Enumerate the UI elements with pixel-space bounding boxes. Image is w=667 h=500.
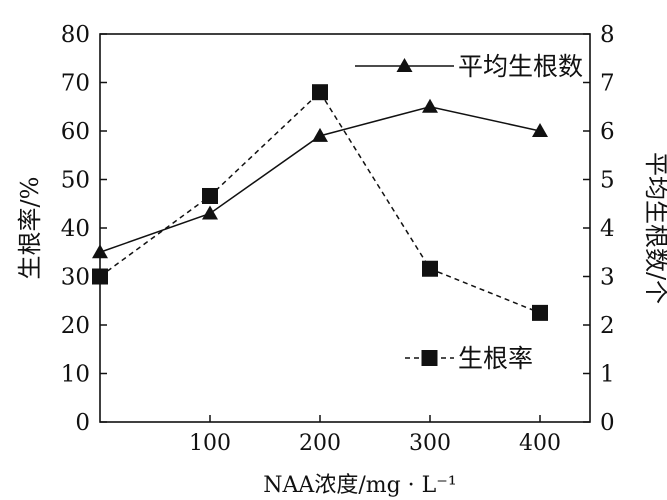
y-tick-label-left: 80: [61, 22, 90, 48]
data-point-square: [312, 84, 328, 101]
y-axis-label-right: 平均生根数/个: [642, 152, 667, 304]
y-tick-label-left: 30: [61, 265, 90, 291]
data-point-square: [422, 260, 438, 277]
y-tick-label-left: 20: [61, 313, 90, 339]
y-tick-label-right: 1: [600, 362, 615, 388]
series-avg-root-count: [92, 98, 548, 259]
data-point-triangle: [422, 98, 438, 113]
y-tick-label-left: 70: [61, 71, 90, 97]
y-axis-label-left: 生根率/%: [16, 177, 44, 280]
series-line: [99, 91, 541, 314]
y-tick-label-right: 8: [600, 22, 615, 48]
legend-label: 平均生根数: [458, 52, 583, 81]
legend-square-icon: [421, 350, 438, 366]
y-tick-label-right: 0: [600, 410, 615, 436]
legend-item: 平均生根数: [355, 52, 583, 81]
data-point-square: [202, 187, 218, 204]
legend-item: 生根率: [405, 344, 533, 373]
data-point-triangle: [92, 244, 108, 259]
legend-label: 生根率: [458, 344, 533, 373]
data-point-square: [92, 268, 108, 285]
data-point-square: [532, 304, 548, 321]
y-tick-label-right: 5: [600, 168, 615, 194]
y-tick-label-left: 0: [75, 410, 90, 436]
y-tick-label-right: 7: [600, 71, 615, 97]
y-tick-label-left: 60: [61, 119, 90, 145]
legend-triangle-icon: [396, 58, 413, 72]
series-rooting-rate: [92, 84, 548, 321]
x-tick-label: 400: [519, 431, 561, 456]
x-tick-label: 200: [299, 431, 341, 456]
data-point-triangle: [202, 205, 218, 220]
y-tick-label-right: 4: [600, 216, 615, 242]
y-tick-label-right: 2: [600, 313, 615, 339]
x-tick-label: 300: [409, 431, 451, 456]
y-tick-label-right: 3: [600, 265, 615, 291]
x-tick-label: 100: [189, 431, 231, 456]
x-axis-label: NAA浓度/mg · L⁻¹: [263, 473, 456, 498]
data-point-triangle: [532, 123, 548, 137]
y-tick-label-left: 40: [61, 216, 90, 242]
data-point-triangle: [312, 127, 328, 142]
y-tick-label-left: 10: [61, 362, 90, 388]
y-tick-label-left: 50: [61, 168, 90, 194]
y-tick-label-right: 6: [600, 119, 615, 145]
